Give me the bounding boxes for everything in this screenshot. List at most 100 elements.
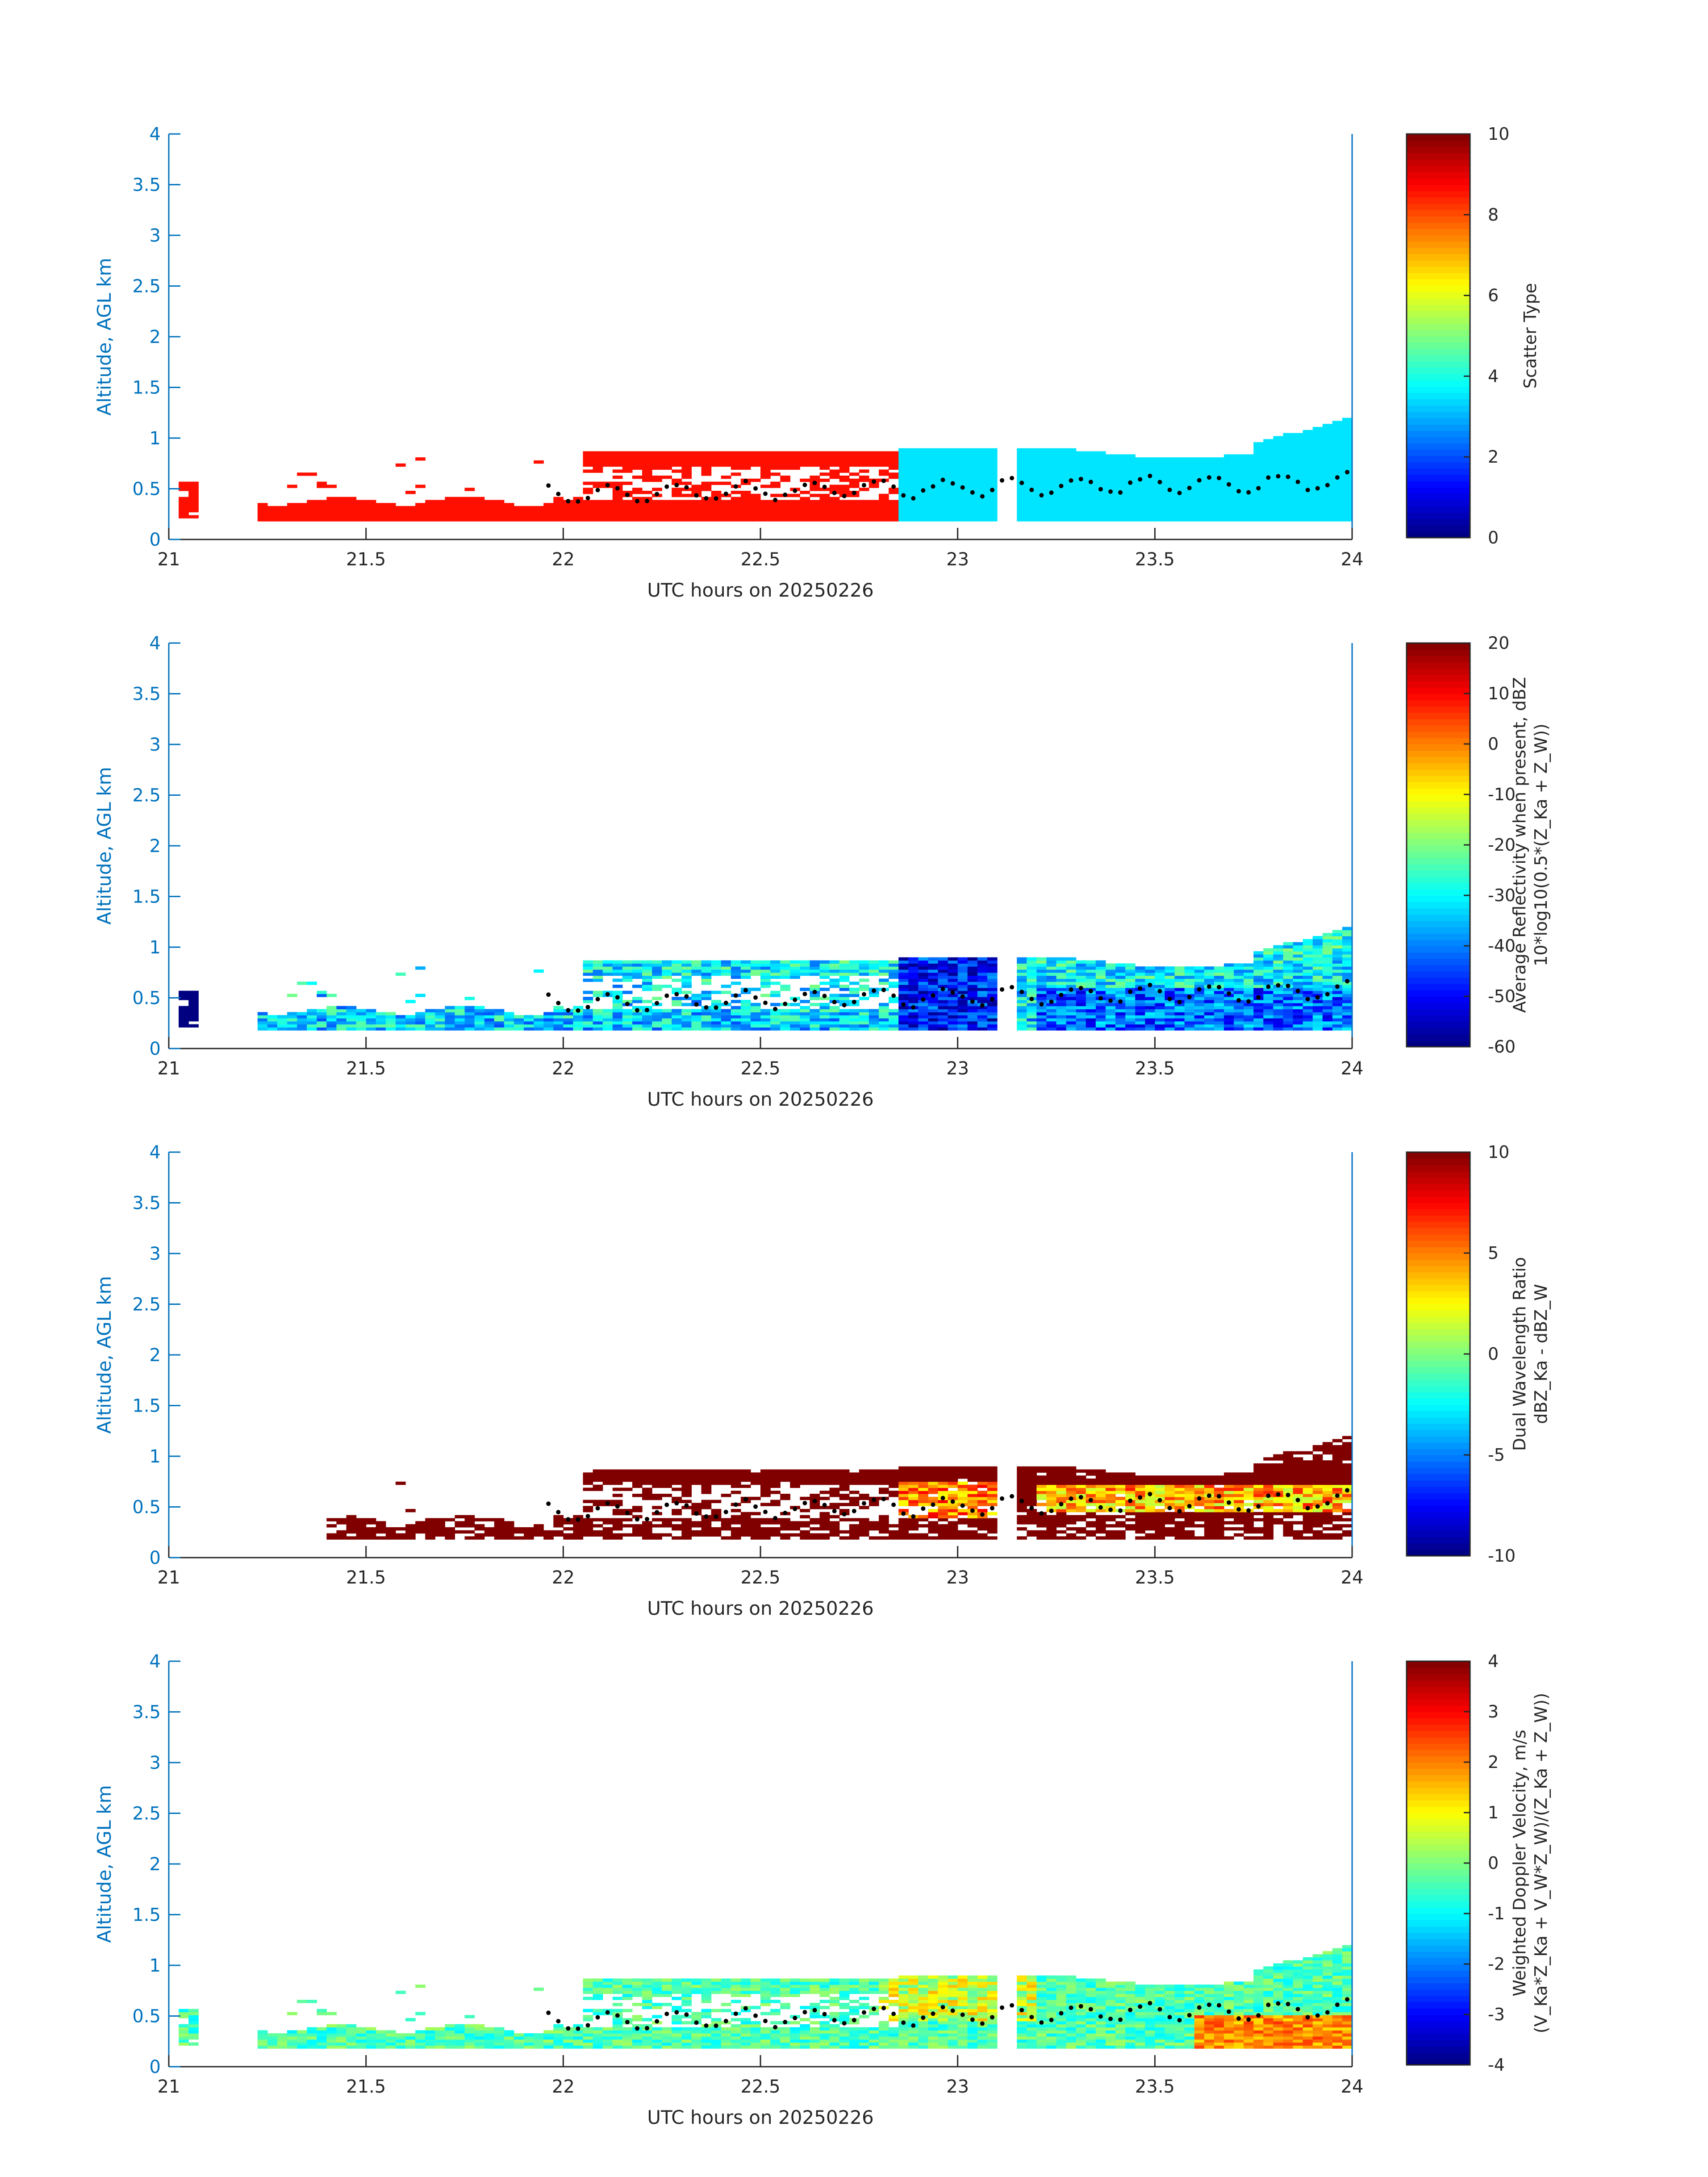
heatmap-cell [1017, 485, 1027, 488]
heatmap-cell [800, 1015, 810, 1019]
heatmap-cell [622, 500, 633, 503]
heatmap-cell [1214, 491, 1224, 494]
heatmap-cell [326, 500, 337, 503]
heatmap-cell [1027, 987, 1037, 991]
heatmap-cell [346, 1527, 357, 1531]
heatmap-cell [750, 454, 761, 458]
heatmap-cell [1273, 1015, 1283, 1019]
heatmap-cell [859, 1481, 869, 1485]
x-axis-label: UTC hours on 20250226 [647, 1088, 874, 1110]
heatmap-cell [1066, 1021, 1077, 1025]
heatmap-cell [179, 997, 189, 1000]
heatmap-cell [1234, 454, 1244, 458]
heatmap-cell [898, 1015, 909, 1019]
heatmap-cell [908, 1475, 919, 1479]
heatmap-cell [967, 1472, 978, 1476]
heatmap-cell [731, 960, 741, 964]
heatmap-cell [662, 1009, 672, 1012]
heatmap-cell [514, 1021, 524, 1025]
heatmap-cell [1027, 485, 1037, 488]
cloud-base-point [842, 493, 847, 498]
colorbar-tick-label: 6 [1488, 286, 1499, 305]
heatmap-cell [346, 1515, 357, 1519]
cloud-base-point [1236, 998, 1241, 1003]
cloud-base-point [1276, 983, 1281, 988]
heatmap-cell [1017, 1484, 1027, 1488]
heatmap-cell [740, 990, 751, 994]
heatmap-cell [1293, 466, 1303, 470]
colorbar-segment [1407, 870, 1470, 877]
heatmap-cell [977, 1536, 988, 1540]
heatmap-cell [879, 1481, 889, 1485]
heatmap-cell [928, 476, 939, 479]
heatmap-cell [800, 497, 810, 501]
heatmap-cell [760, 1533, 771, 1537]
heatmap-cell [948, 1496, 958, 1500]
heatmap-cell [750, 1018, 761, 1022]
heatmap-cell [810, 1015, 820, 1019]
heatmap-cell [632, 963, 643, 967]
heatmap-cell [662, 451, 672, 455]
cloud-base-point [960, 485, 965, 490]
heatmap-cell [602, 460, 613, 464]
heatmap-cell [928, 518, 939, 522]
heatmap-cell [1253, 1018, 1264, 1022]
heatmap-cell [800, 512, 810, 516]
heatmap-cell [1165, 485, 1175, 488]
heatmap-cell [829, 1027, 840, 1031]
heatmap-cell [839, 512, 850, 516]
heatmap-cell [593, 960, 603, 964]
heatmap-cell [1204, 1015, 1215, 1019]
colorbar-label: 10*log10(0.5*(Z_Ka + Z_W)) [1531, 723, 1551, 966]
heatmap-cell [1194, 969, 1205, 973]
heatmap-cell [415, 994, 426, 997]
heatmap-cell [938, 460, 948, 464]
colorbar-label: Scatter Type [1520, 283, 1540, 389]
heatmap-cell [918, 512, 928, 516]
heatmap-cell [425, 1015, 435, 1019]
heatmap-cell [1342, 945, 1353, 949]
heatmap-cell [928, 509, 939, 513]
heatmap-cell [1145, 478, 1155, 482]
heatmap-cell [543, 1536, 554, 1540]
heatmap-cell [977, 1494, 988, 1497]
heatmap-cell [1273, 1018, 1283, 1022]
heatmap-cell [859, 476, 869, 479]
heatmap-cell [1214, 972, 1224, 976]
heatmap-cell [731, 1475, 741, 1479]
heatmap-cell [681, 1484, 692, 1488]
heatmap-cell [918, 1491, 928, 1494]
heatmap-cell [1273, 466, 1283, 470]
cloud-base-point [723, 491, 728, 496]
heatmap-cell [1234, 978, 1244, 982]
heatmap-cell [918, 509, 928, 513]
heatmap-cell [1066, 451, 1077, 455]
heatmap-cell [780, 1021, 790, 1025]
heatmap-cell [484, 518, 495, 522]
heatmap-cell [1342, 488, 1353, 491]
heatmap-cell [1017, 1536, 1027, 1540]
heatmap-cell [1125, 485, 1136, 488]
heatmap-cell [957, 454, 968, 458]
cloud-base-point [753, 995, 758, 1000]
heatmap-cell [1194, 469, 1205, 473]
heatmap-cell [1036, 491, 1047, 494]
heatmap-cell [731, 1515, 741, 1519]
heatmap-cell [701, 969, 712, 973]
heatmap-cell [1076, 997, 1086, 1000]
heatmap-cell [908, 1472, 919, 1476]
heatmap-cell [366, 1533, 376, 1537]
heatmap-cell [957, 478, 968, 482]
heatmap-cell [810, 454, 820, 458]
heatmap-cell [602, 972, 613, 976]
cloud-base-point [911, 496, 916, 501]
heatmap-cell [1046, 1018, 1057, 1022]
cloud-base-point [1177, 999, 1182, 1004]
heatmap-cell [691, 1521, 702, 1525]
heatmap-cell [740, 1521, 751, 1525]
heatmap-cell [810, 463, 820, 467]
heatmap-cell [1086, 454, 1096, 458]
cloud-base-point [1148, 982, 1153, 987]
heatmap-cell [701, 1469, 712, 1473]
heatmap-cell [1027, 1494, 1037, 1497]
